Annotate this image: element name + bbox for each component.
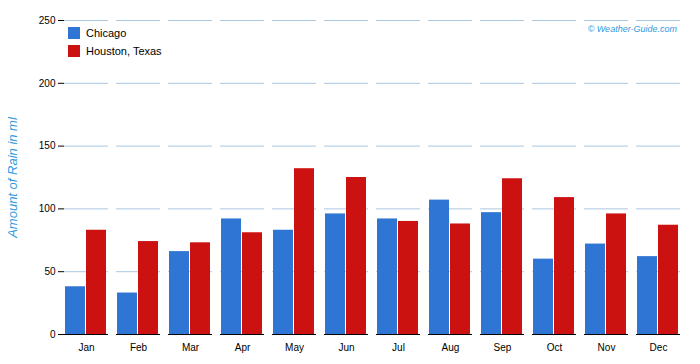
html-text:© Weather-Guide.com: © Weather-Guide.com: [587, 24, 677, 34]
svg-text:50: 50: [44, 266, 56, 277]
svg-text:100: 100: [39, 203, 56, 214]
svg-text:Mar: Mar: [182, 342, 200, 353]
svg-text:250: 250: [39, 15, 56, 26]
svg-text:Jul: Jul: [392, 342, 405, 353]
svg-text:Feb: Feb: [130, 342, 148, 353]
svg-text:Jan: Jan: [78, 342, 94, 353]
html-text:Houston, Texas: Houston, Texas: [86, 45, 162, 57]
svg-text:200: 200: [39, 78, 56, 89]
html-text:Chicago: Chicago: [86, 27, 127, 39]
svg-text:150: 150: [39, 140, 56, 151]
svg-text:May: May: [285, 342, 304, 353]
svg-text:Sep: Sep: [494, 342, 512, 353]
svg-text:Nov: Nov: [598, 342, 616, 353]
svg-text:Jun: Jun: [338, 342, 354, 353]
svg-text:Aug: Aug: [442, 342, 460, 353]
svg-text:Amount of Rain in ml: Amount of Rain in ml: [5, 116, 20, 239]
svg-text:0: 0: [50, 329, 56, 340]
svg-text:Oct: Oct: [547, 342, 563, 353]
svg-text:Dec: Dec: [650, 342, 668, 353]
svg-text:Apr: Apr: [235, 342, 251, 353]
